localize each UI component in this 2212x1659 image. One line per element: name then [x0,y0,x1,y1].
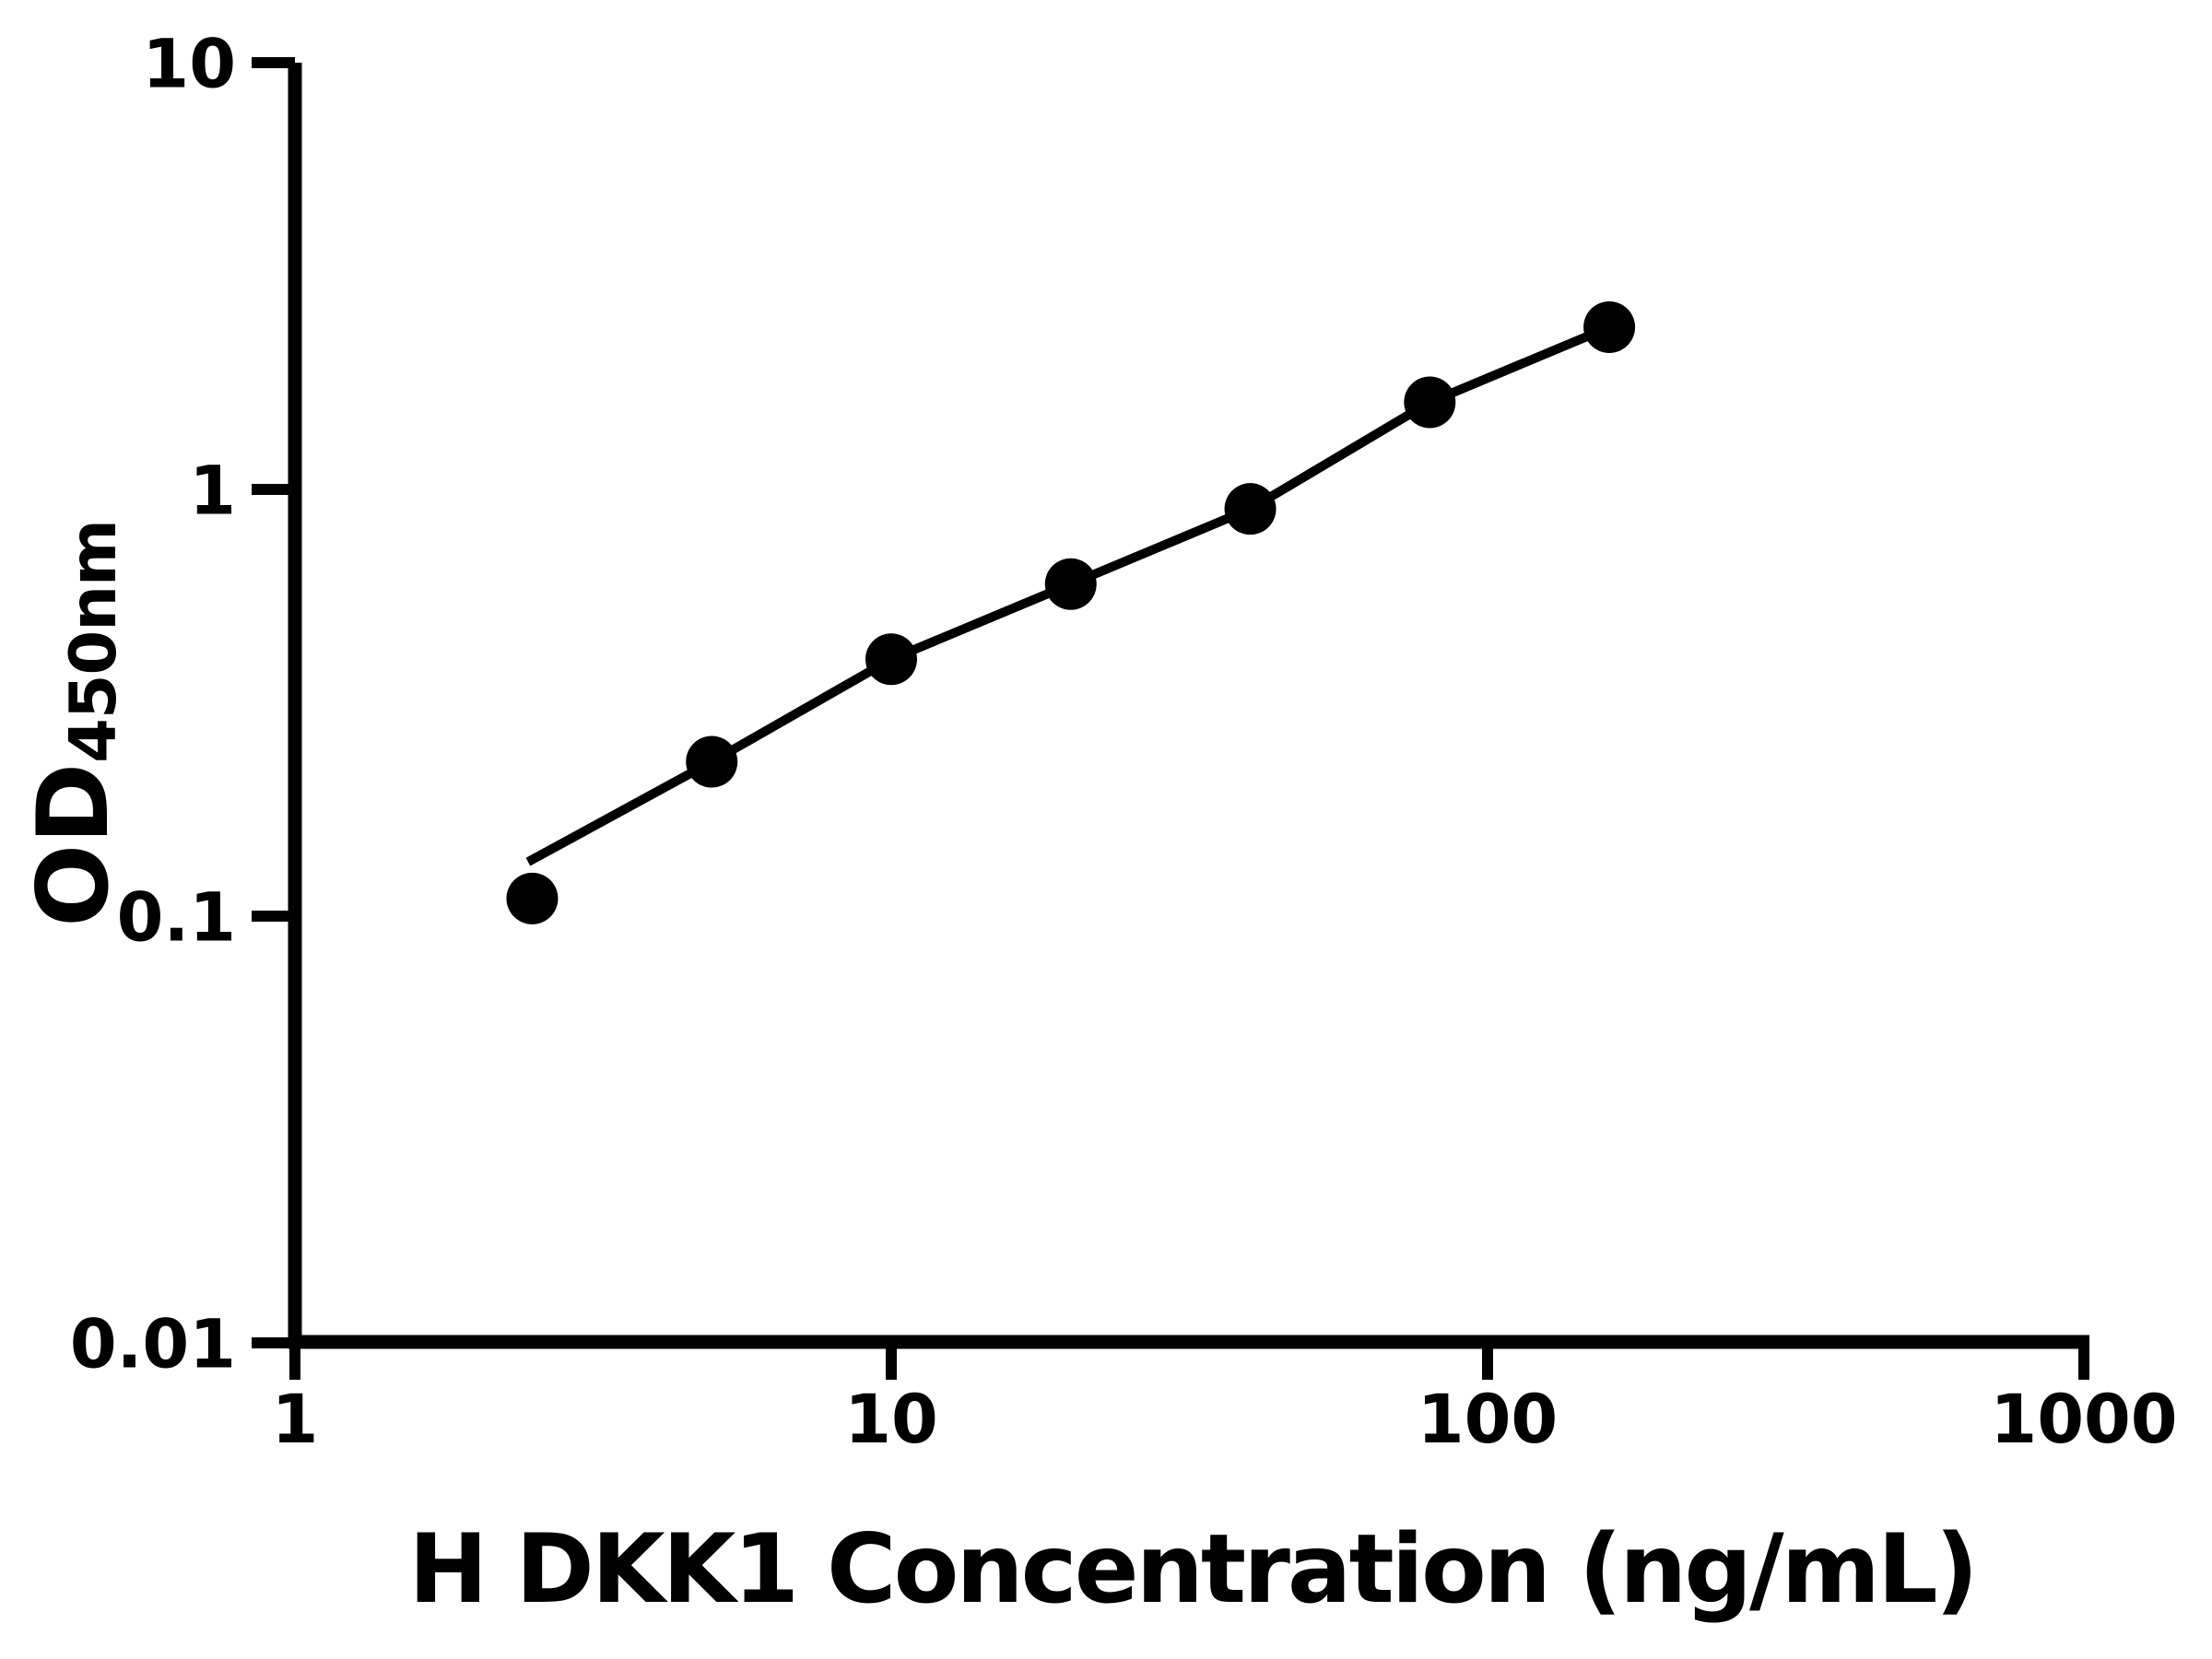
x-tick-label: 1000 [1990,1381,2177,1459]
data-point [1044,558,1097,610]
x-tick-label: 100 [1418,1381,1558,1459]
data-point [506,872,559,924]
x-axis-title: H DKK1 Concentration (ng/mL) [408,1514,1978,1625]
data-point [1583,300,1636,353]
y-tick-label: 1 [189,452,236,530]
y-tick-label: 0.1 [117,878,236,957]
data-point [1404,376,1456,429]
data-point [686,735,738,788]
y-tick-label: 10 [142,25,236,103]
data-point [865,633,917,686]
y-axis-title-subscript: 450nm [56,520,132,763]
x-tick-label: 1 [272,1381,319,1459]
data-point [1224,483,1277,535]
y-tick-label: 0.01 [70,1305,236,1383]
y-axis-title-main: OD [17,762,130,927]
y-axis-title: OD450nm [17,447,131,1000]
x-tick-label: 10 [844,1381,938,1459]
